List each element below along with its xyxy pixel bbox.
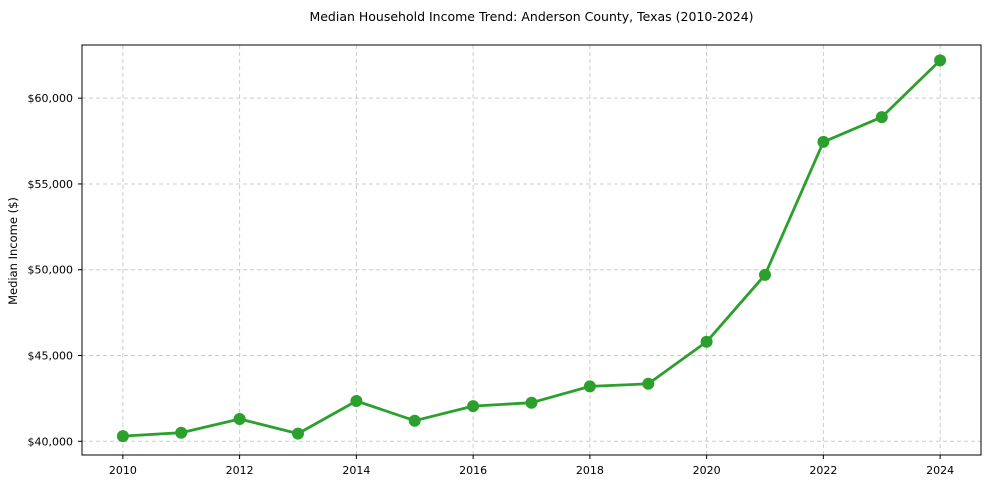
data-point (817, 135, 830, 148)
data-point (700, 335, 713, 348)
data-point (642, 377, 655, 390)
y-tick-label: $45,000 (28, 350, 74, 363)
x-tick-label: 2014 (342, 464, 370, 477)
data-point (467, 400, 480, 413)
x-tick-label: 2010 (109, 464, 137, 477)
data-point (175, 426, 188, 439)
data-point (116, 430, 129, 443)
data-point (350, 395, 363, 407)
x-tick-label: 2018 (576, 464, 604, 477)
y-axis-label: Median Income ($) (6, 197, 20, 305)
y-tick-label: $60,000 (28, 92, 74, 105)
data-point (583, 380, 596, 393)
data-point (934, 54, 947, 67)
x-tick-label: 2012 (226, 464, 254, 477)
data-point (292, 427, 304, 440)
x-tick-label: 2020 (693, 464, 721, 477)
plot-border (81, 44, 982, 456)
trend-line (121, 59, 942, 438)
data-point (525, 396, 538, 409)
data-point (875, 111, 888, 124)
data-point (408, 414, 421, 427)
x-tick-label: 2016 (459, 464, 487, 477)
y-tick-label: $55,000 (28, 178, 74, 191)
y-tick-label: $50,000 (28, 264, 74, 277)
chart-title: Median Household Income Trend: Anderson … (309, 9, 754, 24)
x-tick-label: 2022 (809, 464, 837, 477)
data-point (759, 268, 771, 281)
x-tick-label: 2024 (926, 464, 954, 477)
data-point (233, 413, 246, 425)
y-tick-label: $40,000 (28, 435, 74, 448)
